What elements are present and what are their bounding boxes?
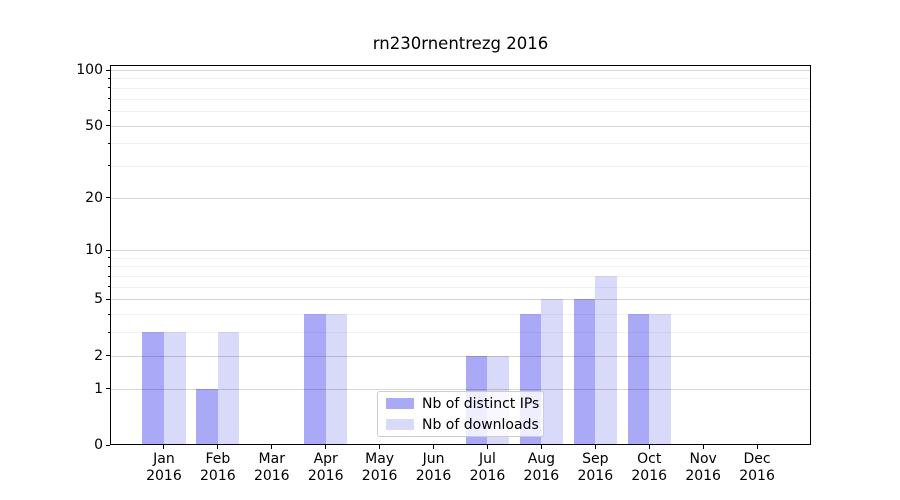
gridline-major <box>111 250 810 252</box>
x-tick-label-may: May 2016 <box>361 451 398 484</box>
y-tick-label: 0 <box>94 437 103 453</box>
y-tick <box>106 197 110 199</box>
bar-apr-distinct-ips <box>304 314 326 444</box>
gridline-minor <box>111 286 810 288</box>
y-tick-label: 20 <box>85 189 103 206</box>
y-tick <box>106 125 110 127</box>
bar-jan-downloads <box>163 332 186 444</box>
bar-jan-distinct-ips <box>142 332 164 444</box>
y-minor-tick <box>108 257 110 259</box>
y-tick-label: 1 <box>94 380 103 397</box>
legend-label-downloads: Nb of downloads <box>422 416 539 433</box>
x-tick <box>163 445 165 449</box>
gridline-minor <box>111 165 810 167</box>
y-minor-tick <box>108 275 110 277</box>
legend: Nb of distinct IPs Nb of downloads <box>377 391 544 437</box>
y-tick <box>106 388 110 390</box>
x-tick <box>594 445 596 449</box>
x-tick <box>217 445 219 449</box>
gridline-minor <box>111 98 810 100</box>
legend-label-distinct-ips: Nb of distinct IPs <box>422 395 540 412</box>
x-tick <box>756 445 758 449</box>
gridline-minor <box>111 257 810 259</box>
x-tick <box>271 445 273 449</box>
chart-title: rn230rnentrezg 2016 <box>372 34 549 53</box>
y-tick <box>106 249 110 251</box>
x-tick <box>486 445 488 449</box>
y-minor-tick <box>108 142 110 144</box>
bar-feb-distinct-ips <box>196 388 218 444</box>
bar-oct-distinct-ips <box>627 314 650 444</box>
gridline-major <box>111 299 810 301</box>
gridline-major <box>111 197 810 199</box>
y-minor-tick <box>108 98 110 100</box>
bar-sep-downloads <box>595 276 617 444</box>
x-tick <box>648 445 650 449</box>
bar-aug-downloads <box>541 299 563 444</box>
x-tick <box>379 445 381 449</box>
y-tick <box>106 298 110 300</box>
y-minor-tick <box>108 313 110 315</box>
y-tick-label: 10 <box>85 242 103 259</box>
gridline-minor <box>111 110 810 112</box>
plot-area <box>110 65 811 445</box>
gridline-minor <box>111 314 810 316</box>
y-minor-tick <box>108 110 110 112</box>
bar-feb-downloads <box>217 332 240 444</box>
legend-item-distinct-ips: Nb of distinct IPs <box>386 394 543 413</box>
y-tick <box>106 355 110 357</box>
x-tick-label-jan: Jan 2016 <box>146 451 182 484</box>
gridline-minor <box>111 78 810 80</box>
legend-item-downloads: Nb of downloads <box>386 415 543 434</box>
bar-apr-downloads <box>325 314 348 444</box>
y-minor-tick <box>108 265 110 267</box>
x-tick <box>433 445 435 449</box>
x-tick-label-oct: Oct 2016 <box>631 451 668 484</box>
gridline-minor <box>111 332 810 334</box>
y-minor-tick <box>108 77 110 79</box>
x-tick <box>702 445 704 449</box>
x-tick <box>325 445 327 449</box>
y-minor-tick <box>108 331 110 333</box>
x-tick-label-jul: Jul 2016 <box>469 451 506 484</box>
x-tick-label-jun: Jun 2016 <box>415 451 452 484</box>
x-tick-label-apr: Apr 2016 <box>307 451 344 484</box>
bar-sep-distinct-ips <box>573 299 596 444</box>
y-tick-label: 2 <box>94 347 103 364</box>
gridline-minor <box>111 266 810 268</box>
gridline-major <box>111 355 810 357</box>
y-minor-tick <box>108 286 110 288</box>
y-tick <box>106 444 110 446</box>
legend-swatch-distinct-ips <box>386 398 414 409</box>
y-tick-label: 100 <box>76 62 103 78</box>
bar-oct-downloads <box>649 314 671 444</box>
y-minor-tick <box>108 87 110 89</box>
x-tick-label-mar: Mar 2016 <box>253 451 290 484</box>
y-tick <box>106 69 110 71</box>
gridline-minor <box>111 143 810 145</box>
gridline-major <box>111 388 810 390</box>
x-tick-label-sep: Sep 2016 <box>577 451 614 484</box>
legend-swatch-downloads <box>386 419 414 430</box>
x-tick-label-nov: Nov 2016 <box>685 451 721 484</box>
x-tick-label-dec: Dec 2016 <box>739 451 775 484</box>
y-tick-label: 50 <box>85 117 103 134</box>
gridline-minor <box>111 87 810 89</box>
gridline-major <box>111 70 810 71</box>
x-tick <box>540 445 542 449</box>
y-minor-tick <box>108 165 110 167</box>
x-tick-label-aug: Aug 2016 <box>523 451 560 484</box>
gridline-minor <box>111 276 810 278</box>
gridline-major <box>111 125 810 127</box>
x-tick-label-feb: Feb 2016 <box>200 451 236 484</box>
y-tick-label: 5 <box>94 291 103 308</box>
